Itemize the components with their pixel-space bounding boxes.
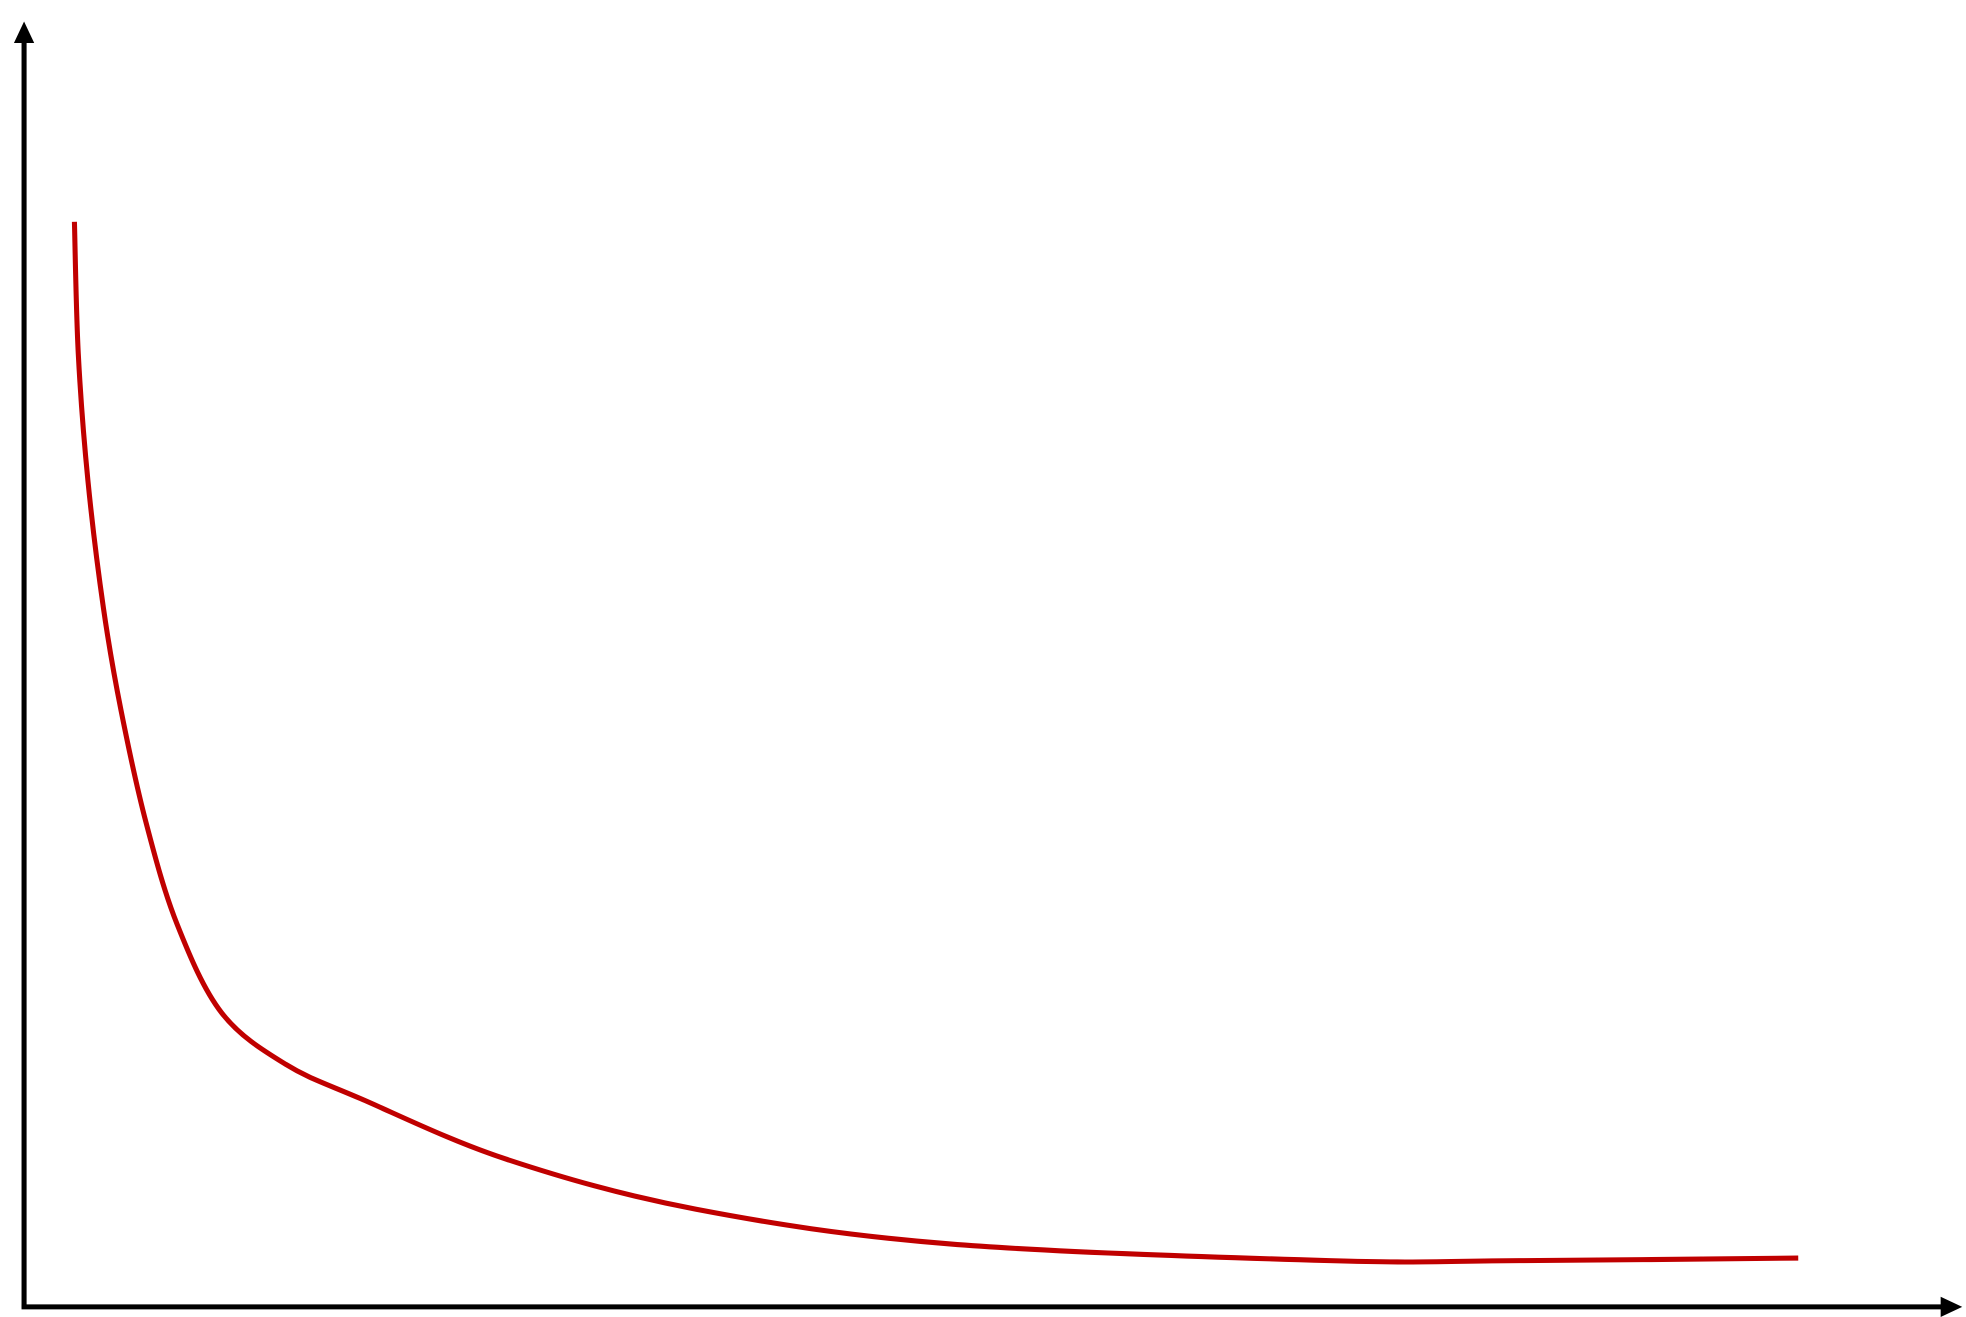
y-axis-arrow-icon (13, 21, 35, 44)
axes (13, 21, 1963, 1317)
series-layer (71, 221, 1799, 1265)
series-line-0 (71, 221, 1799, 1265)
x-axis-arrow-icon (1940, 1296, 1963, 1317)
